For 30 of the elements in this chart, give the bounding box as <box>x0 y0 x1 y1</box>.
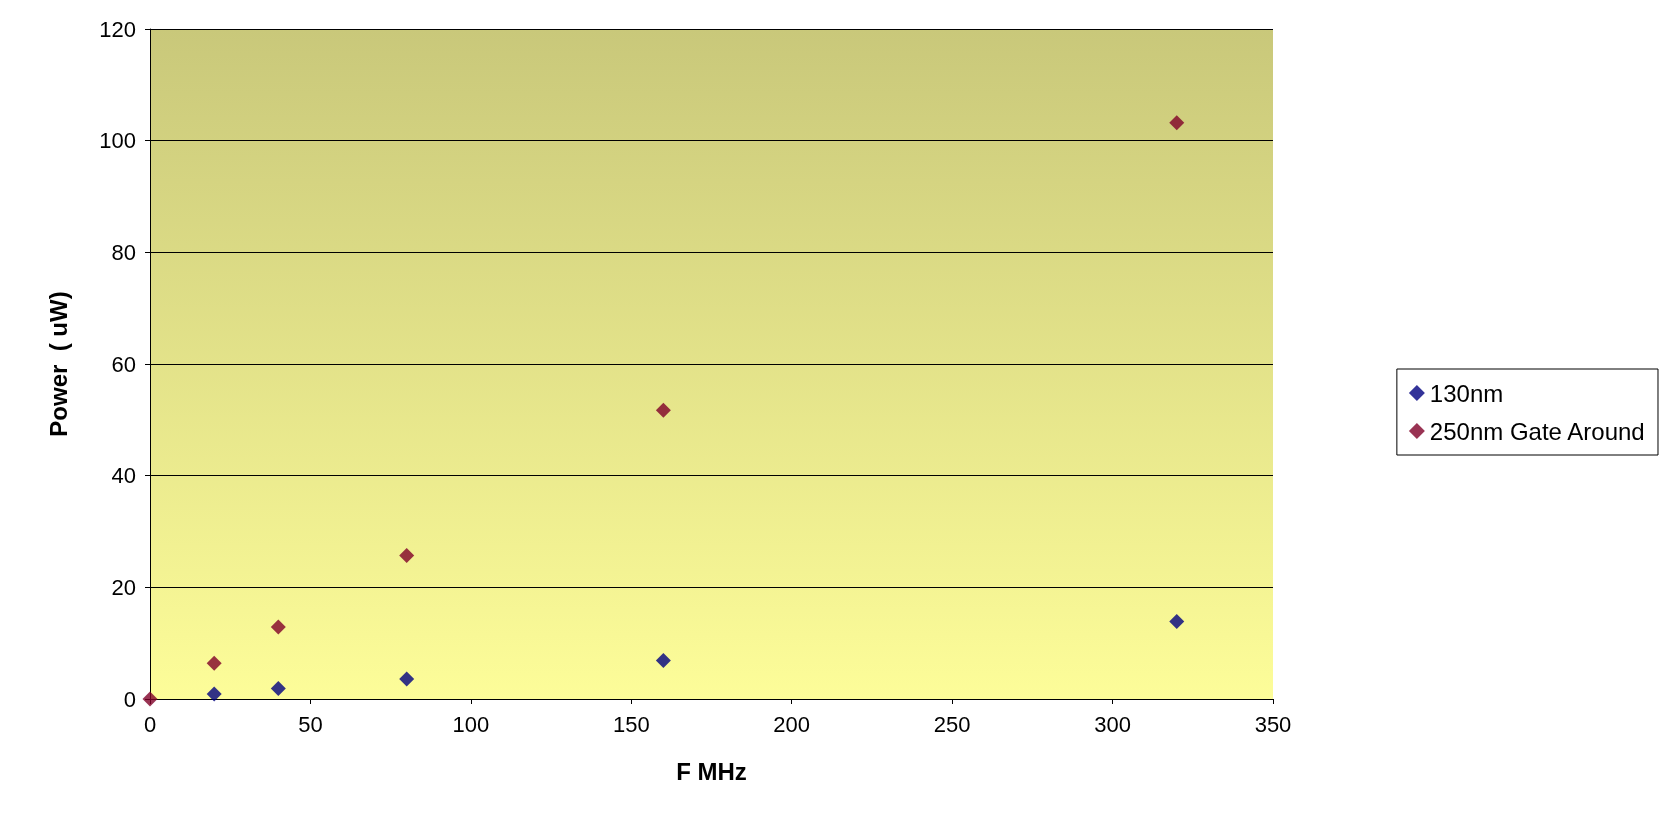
y-tick-label: 100 <box>99 128 136 154</box>
y-tick-label: 60 <box>111 351 136 377</box>
y-tick-label: 80 <box>111 239 136 265</box>
x-tick-label: 200 <box>773 711 811 737</box>
point <box>399 548 415 564</box>
point <box>1169 115 1185 131</box>
x-tick-label: 150 <box>612 711 650 737</box>
point <box>270 619 286 635</box>
point <box>399 671 415 687</box>
point <box>655 652 671 668</box>
x-tick-label: 100 <box>452 711 490 737</box>
x-tick-label: 300 <box>1094 711 1131 737</box>
point <box>1169 613 1185 629</box>
y-tick-label: 120 <box>99 16 136 42</box>
point <box>206 655 222 671</box>
point <box>655 402 671 418</box>
x-tick-label: 250 <box>933 711 971 737</box>
x-tick-label: 0 <box>143 711 157 737</box>
y-axis-title: Power ( uW) <box>44 291 72 437</box>
point <box>206 686 222 702</box>
x-tick-label: 50 <box>298 711 323 737</box>
legend-label: 130nm <box>1429 379 1504 407</box>
point <box>270 680 286 696</box>
y-tick-label: 0 <box>123 686 136 712</box>
y-tick-label: 20 <box>111 574 136 600</box>
legend-label: 250nm Gate Around <box>1429 417 1645 445</box>
x-axis-title: F MHz <box>676 757 747 785</box>
x-tick-label: 350 <box>1254 711 1292 737</box>
point <box>142 691 158 707</box>
y-tick-label: 40 <box>111 463 136 489</box>
